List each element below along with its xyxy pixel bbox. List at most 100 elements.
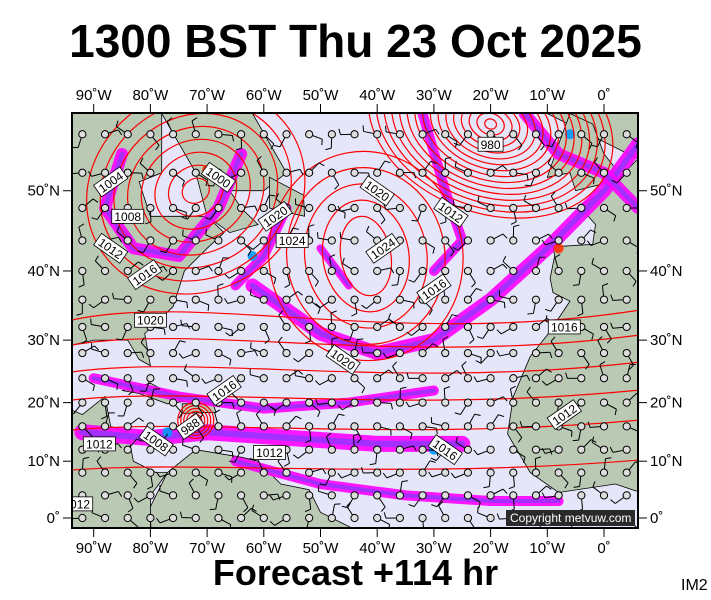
station-circle bbox=[123, 266, 132, 276]
station-circle bbox=[168, 236, 178, 245]
isobar-label-box bbox=[325, 343, 361, 375]
wind-barb-flag bbox=[544, 308, 551, 312]
station-circle bbox=[214, 266, 223, 276]
station-circle bbox=[282, 168, 291, 177]
wind-barb-flag bbox=[510, 385, 516, 390]
wind-barb-flag bbox=[118, 236, 123, 243]
station-circle bbox=[622, 468, 631, 477]
wind-barb-flag bbox=[453, 142, 460, 146]
wind-barb-flag bbox=[432, 247, 435, 254]
isobar-label-box bbox=[206, 375, 242, 406]
isobar-label-box bbox=[138, 425, 174, 457]
wind-barb-flag bbox=[610, 499, 616, 504]
wind-barb-flag bbox=[256, 155, 262, 161]
wind-barb-flag bbox=[278, 310, 284, 316]
station-circle bbox=[463, 295, 473, 304]
map-title: 1300 BST Thu 23 Oct 2025 bbox=[69, 15, 642, 67]
station-circle bbox=[168, 266, 178, 276]
station-circle bbox=[237, 236, 246, 245]
station-circle bbox=[350, 203, 359, 213]
station-circle bbox=[100, 348, 110, 358]
wind-barb-flag bbox=[430, 160, 437, 164]
wind-barb-flag bbox=[231, 402, 235, 409]
station-circle bbox=[395, 322, 404, 332]
wind-barb-flag bbox=[391, 284, 398, 286]
station-circle bbox=[463, 398, 473, 407]
wind-barb-flag bbox=[224, 273, 230, 279]
wind-barb-flag bbox=[317, 411, 321, 418]
lon-tick-label: 50˚W bbox=[303, 87, 340, 104]
station-circle bbox=[191, 322, 200, 332]
station-circle bbox=[622, 168, 631, 177]
isobar-low-canada bbox=[154, 151, 238, 230]
station-circle bbox=[486, 203, 495, 213]
wind-barb-flag bbox=[181, 216, 188, 220]
station-circle bbox=[486, 322, 495, 332]
station-circle bbox=[282, 130, 291, 139]
station-circle bbox=[395, 374, 404, 383]
wind-barb-flag bbox=[577, 313, 584, 317]
isobar-label: 1024 bbox=[275, 233, 309, 248]
wind-barb-flag bbox=[450, 251, 455, 257]
station-circle bbox=[622, 491, 631, 500]
wind-barb-flag bbox=[508, 486, 515, 490]
station-circle bbox=[327, 130, 336, 139]
isobar-high-central-atlantic bbox=[268, 150, 464, 362]
station-circle bbox=[123, 322, 132, 332]
wind-barb-flag bbox=[477, 196, 480, 203]
wind-barb-flag bbox=[180, 319, 183, 326]
station-circle bbox=[191, 266, 200, 276]
wind-barb-flag bbox=[141, 352, 145, 359]
wind-barb-flag bbox=[592, 481, 596, 488]
wind-barb-flag bbox=[338, 128, 342, 135]
isobar-label-box bbox=[433, 196, 469, 228]
station-circle bbox=[486, 445, 495, 454]
station-circle bbox=[395, 445, 404, 454]
isobar-label: 1016 bbox=[547, 319, 581, 334]
wind-barb-flag bbox=[353, 433, 360, 437]
station-circle bbox=[418, 468, 427, 477]
station-circle bbox=[327, 513, 336, 523]
station-circle bbox=[191, 374, 200, 383]
station-circle bbox=[305, 398, 314, 407]
station-circle bbox=[282, 266, 291, 276]
station-circle bbox=[622, 398, 631, 407]
station-circle bbox=[463, 468, 473, 477]
station-circle bbox=[327, 168, 336, 177]
wind-barb-flag bbox=[88, 303, 94, 309]
wind-barb-flag bbox=[321, 139, 323, 146]
station-circle bbox=[259, 398, 268, 407]
wind-barb-flag bbox=[380, 506, 386, 512]
wind-barb-flag bbox=[388, 312, 392, 319]
station-circle bbox=[599, 374, 609, 383]
wind-barb-flag bbox=[450, 472, 456, 479]
wind-barb-flag bbox=[254, 350, 258, 357]
station-circle bbox=[486, 468, 495, 477]
station-circle bbox=[305, 168, 314, 177]
isobar-label-box bbox=[546, 399, 582, 431]
station-circle bbox=[441, 130, 450, 139]
station-circle bbox=[259, 491, 268, 500]
wind-barb-flag bbox=[411, 219, 418, 222]
station-circle bbox=[305, 422, 314, 431]
station-circle bbox=[531, 348, 541, 358]
wind-barb-flag bbox=[519, 421, 523, 428]
wind-barb-flag bbox=[635, 461, 638, 464]
isobar-label: 1020 bbox=[133, 312, 167, 328]
station-circle bbox=[531, 203, 541, 213]
station-circle bbox=[486, 422, 495, 431]
station-circle bbox=[78, 422, 87, 431]
lon-tick-label: 30˚W bbox=[416, 540, 453, 557]
wind-barb-flag bbox=[550, 191, 556, 197]
wind-barb-flag bbox=[410, 433, 413, 440]
lat-tick-label: 0˚ bbox=[650, 510, 663, 527]
wind-barb-flag bbox=[602, 283, 609, 287]
wind-barb-flag bbox=[547, 157, 552, 164]
station-circle bbox=[441, 374, 450, 383]
wind-barb-flag bbox=[342, 257, 345, 264]
wind-barb-flag bbox=[406, 372, 410, 379]
station-circle bbox=[509, 491, 518, 500]
station-circle bbox=[123, 491, 132, 500]
wind-barb-flag bbox=[361, 387, 366, 394]
station-circle bbox=[373, 203, 382, 213]
